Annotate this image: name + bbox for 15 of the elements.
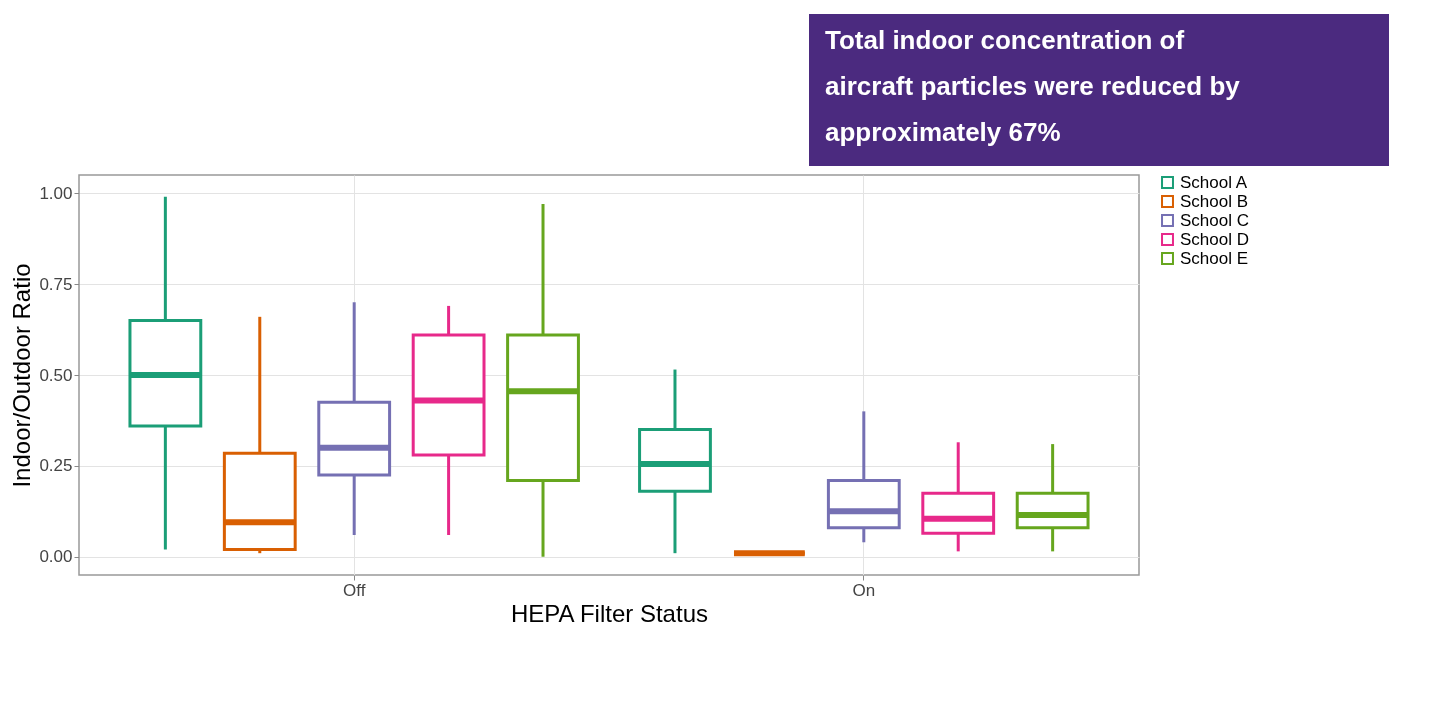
x-tick-label: Off: [343, 580, 366, 600]
legend-label: School A: [1180, 172, 1248, 192]
text: Total indoor concentration of aircraft particles were reduced by approximately 67%: [825, 25, 1241, 147]
y-axis-title: Indoor/Outdoor Ratio: [8, 263, 36, 488]
y-tick-label: 0.75: [39, 274, 73, 294]
legend-label: School E: [1180, 248, 1249, 268]
y-tick-label: 0.25: [39, 456, 73, 476]
x-tick-label: On: [852, 580, 876, 600]
y-tick-label: 1.00: [39, 183, 73, 203]
legend-label: School D: [1180, 229, 1249, 249]
y-tick-label: 0.00: [39, 547, 73, 567]
legend-label: School B: [1180, 191, 1249, 211]
legend-label: School C: [1180, 210, 1249, 230]
y-tick-label: 0.50: [39, 365, 73, 385]
x-axis-title: HEPA Filter Status: [511, 599, 708, 627]
